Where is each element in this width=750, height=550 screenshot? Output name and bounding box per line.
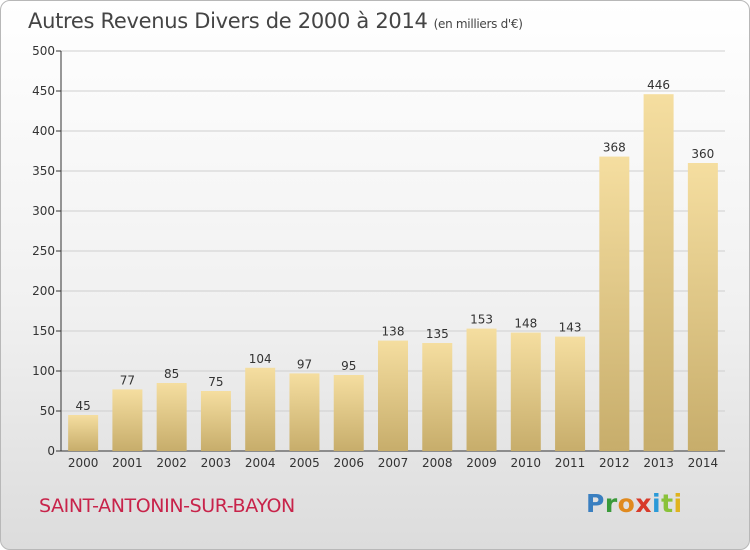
bar xyxy=(687,163,718,451)
x-tick-label: 2009 xyxy=(466,456,497,470)
x-tick-label: 2012 xyxy=(599,456,630,470)
bar xyxy=(245,367,276,451)
bar xyxy=(643,94,674,451)
y-tick-label: 450 xyxy=(32,84,55,98)
bar xyxy=(200,391,231,451)
logo-letter: x xyxy=(635,489,652,518)
bar-value-label: 97 xyxy=(297,357,312,371)
y-tick-label: 100 xyxy=(32,364,55,378)
x-tick-label: 2010 xyxy=(511,456,542,470)
bar-value-label: 153 xyxy=(470,313,493,327)
x-tick-label: 2013 xyxy=(643,456,674,470)
y-tick-label: 150 xyxy=(32,324,55,338)
bar xyxy=(289,373,320,451)
bar xyxy=(466,328,497,451)
chart-title-unit: (en milliers d'€) xyxy=(433,17,523,31)
bar xyxy=(599,156,630,451)
bar-value-label: 360 xyxy=(691,147,714,161)
x-tick-label: 2003 xyxy=(201,456,232,470)
bar xyxy=(378,340,408,451)
x-tick-label: 2000 xyxy=(68,456,99,470)
x-tick-label: 2004 xyxy=(245,456,276,470)
logo-letter: r xyxy=(604,489,618,518)
bar xyxy=(112,389,143,451)
x-tick-label: 2008 xyxy=(422,456,453,470)
logo-letter: t xyxy=(661,489,674,518)
x-tick-label: 2005 xyxy=(289,456,320,470)
bar xyxy=(510,332,541,451)
bar-value-label: 104 xyxy=(249,352,272,366)
proxiti-logo: Proxiti xyxy=(586,489,683,518)
chart-title: Autres Revenus Divers de 2000 à 2014 (en … xyxy=(28,9,523,33)
bar xyxy=(333,375,364,451)
bar-value-label: 95 xyxy=(341,359,356,373)
x-tick-label: 2001 xyxy=(112,456,143,470)
x-tick-label: 2014 xyxy=(688,456,719,470)
logo-letter: P xyxy=(586,489,605,518)
bar-value-label: 77 xyxy=(120,373,135,387)
x-tick-label: 2007 xyxy=(378,456,409,470)
bar-value-label: 135 xyxy=(426,327,449,341)
bar xyxy=(68,415,99,451)
logo-letter: i xyxy=(673,489,683,518)
bar xyxy=(156,383,187,451)
bar-value-label: 143 xyxy=(559,321,582,335)
bar xyxy=(555,336,586,451)
chart-title-text: Autres Revenus Divers de 2000 à 2014 xyxy=(28,9,428,33)
y-tick-label: 300 xyxy=(32,204,55,218)
x-tick-label: 2011 xyxy=(555,456,586,470)
bar-value-label: 148 xyxy=(514,317,537,331)
place-name: SAINT-ANTONIN-SUR-BAYON xyxy=(39,495,295,517)
y-tick-label: 0 xyxy=(47,444,55,458)
bar-value-label: 45 xyxy=(75,399,90,413)
bar-value-label: 138 xyxy=(382,325,405,339)
bar-value-label: 85 xyxy=(164,367,179,381)
y-tick-label: 50 xyxy=(40,404,55,418)
logo-letter: i xyxy=(652,489,662,518)
bar-value-label: 368 xyxy=(603,141,626,155)
bar xyxy=(422,343,453,451)
x-tick-label: 2002 xyxy=(156,456,187,470)
bar-value-label: 446 xyxy=(647,78,670,92)
y-tick-label: 200 xyxy=(32,284,55,298)
logo-letter: o xyxy=(617,489,636,518)
y-tick-label: 500 xyxy=(32,44,55,58)
y-tick-label: 400 xyxy=(32,124,55,138)
bar-value-label: 75 xyxy=(208,375,223,389)
x-tick-label: 2006 xyxy=(333,456,364,470)
y-tick-label: 350 xyxy=(32,164,55,178)
y-tick-label: 250 xyxy=(32,244,55,258)
